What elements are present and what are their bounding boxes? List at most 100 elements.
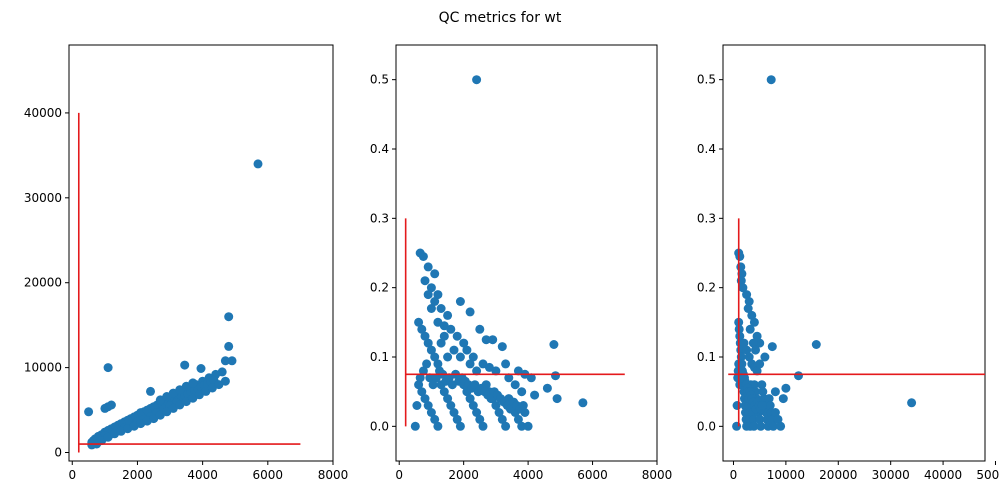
scatter-point	[735, 252, 745, 261]
scatter-point	[220, 356, 230, 366]
scatter-point	[764, 394, 774, 404]
scatter-point	[742, 290, 752, 300]
scatter-point	[735, 331, 745, 341]
scatter-point	[751, 345, 760, 355]
scatter-point	[778, 394, 788, 404]
scatter-point	[488, 335, 498, 345]
scatter-point	[465, 307, 475, 317]
scatter-point	[478, 421, 488, 431]
scatter-point	[765, 401, 775, 410]
scatter-point	[196, 364, 206, 373]
scatter-point	[455, 352, 465, 362]
scatter-point	[530, 390, 540, 400]
x-tick-label: 8000	[318, 468, 349, 482]
chart-panel-1: 0 2000 4000 6000 8000 0 10000 20000 30000 40000	[24, 44, 349, 482]
scatter-point	[410, 421, 420, 431]
scatter-point	[417, 387, 427, 397]
scatter-point	[758, 387, 768, 397]
scatter-point	[430, 269, 440, 279]
scatter-point	[465, 359, 475, 369]
axes-frame	[395, 44, 658, 462]
scatter-point	[494, 408, 504, 417]
x-tick-label: 8000	[642, 468, 673, 482]
scatter-point	[414, 380, 424, 390]
y-tick-label: 0.0	[370, 419, 389, 433]
scatter-point	[106, 400, 116, 410]
scatter-point	[732, 401, 742, 410]
scatter-point	[439, 331, 449, 341]
x-tick-label: 30000	[872, 468, 910, 482]
scatter-point	[755, 359, 765, 369]
scatter-point	[749, 421, 759, 431]
scatter-point	[224, 312, 234, 322]
x-tick-label: 0	[68, 468, 76, 482]
y-tick-label: 40000	[24, 106, 62, 120]
scatter-point	[756, 421, 766, 431]
scatter-point	[747, 310, 757, 320]
y-tick-label: 0.4	[370, 142, 389, 156]
scatter-point	[472, 408, 482, 417]
axes-frame	[722, 44, 986, 462]
scatter-point	[224, 341, 234, 351]
x-tick-label: 2000	[448, 468, 479, 482]
scatter-point	[491, 401, 501, 410]
scatter-point	[418, 366, 428, 376]
scatter-point	[420, 394, 430, 404]
scatter-point	[439, 321, 449, 331]
scatter-point	[418, 252, 428, 261]
scatter-point	[423, 262, 433, 272]
scatter-point	[420, 331, 430, 341]
scatter-point	[504, 373, 514, 383]
scatter-point	[749, 317, 759, 327]
y-tick-label: 30000	[24, 191, 62, 205]
scatter-point	[513, 414, 523, 424]
figure-title: QC metrics for wt	[439, 10, 562, 26]
scatter-point	[811, 340, 821, 349]
scatter-point	[766, 75, 776, 85]
scatter-point	[744, 297, 754, 306]
scatter-point	[481, 335, 491, 345]
scatter-point	[748, 414, 758, 424]
scatter-point	[748, 338, 758, 348]
y-tick-label: 0.2	[697, 281, 716, 295]
scatter-point	[551, 371, 560, 381]
y-tick-label: 10000	[24, 361, 62, 375]
x-tick-label: 20000	[819, 468, 857, 482]
scatter-point	[433, 290, 443, 300]
scatter-point	[752, 366, 762, 376]
scatter-point	[146, 386, 155, 396]
scatter-point	[472, 75, 482, 85]
scatter-point	[510, 380, 520, 390]
scatter-point	[462, 345, 472, 355]
scatter-point	[770, 408, 780, 417]
scatter-point	[443, 310, 453, 320]
scatter-point	[220, 376, 230, 386]
scatter-point	[443, 394, 453, 404]
scatter-point	[423, 401, 433, 410]
scatter-point	[781, 383, 791, 393]
scatter-point	[732, 421, 742, 431]
scatter-point	[517, 387, 527, 397]
scatter-point	[417, 324, 427, 334]
scatter-point	[436, 304, 446, 313]
scatter-point	[755, 414, 765, 424]
scatter-point	[526, 373, 536, 383]
y-tick-label: 0.2	[370, 281, 389, 295]
y-tick-label: 0.4	[697, 142, 716, 156]
scatter-point	[768, 421, 778, 431]
scatter-point	[423, 290, 433, 300]
scatter-point	[760, 352, 770, 362]
x-tick-label: 10000	[767, 468, 805, 482]
scatter-point	[227, 356, 237, 366]
scatter-point	[497, 414, 507, 424]
scatter-point	[501, 421, 511, 431]
y-tick-label: 20000	[24, 276, 62, 290]
scatter-point	[449, 345, 459, 355]
scatter-point	[84, 407, 94, 417]
y-tick-label: 0.3	[370, 211, 389, 225]
scatter-point	[455, 297, 465, 306]
scatter-point	[430, 297, 440, 306]
scatter-point	[749, 380, 759, 390]
scatter-point	[425, 373, 435, 383]
